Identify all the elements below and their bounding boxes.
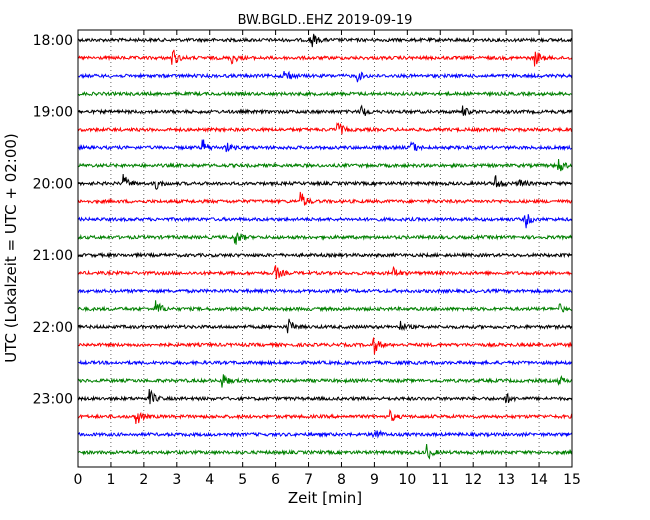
seismic-trace-1915 [77, 122, 573, 135]
seismic-trace-2230 [77, 359, 573, 367]
x-tick-label: 11 [431, 472, 449, 488]
y-axis-ticks: 18:00 19:00 20:00 21:00 22:00 23:00 [33, 33, 572, 408]
seismic-trace-2115 [77, 265, 573, 280]
x-tick-label: 9 [370, 472, 379, 488]
x-tick-label: 15 [563, 472, 581, 488]
x-tick-label: 14 [530, 472, 548, 488]
seismic-trace-2215 [77, 337, 573, 355]
x-tick-label: 0 [74, 472, 83, 488]
seismic-trace-2000 [77, 174, 573, 190]
seismic-traces [77, 33, 573, 460]
x-tick-label: 7 [304, 472, 313, 488]
y-tick-label: 21:00 [33, 248, 73, 264]
y-tick-label: 20:00 [33, 176, 73, 192]
seismic-trace-1815 [77, 49, 573, 67]
y-tick-label: 19:00 [33, 105, 73, 121]
x-tick-label: 10 [398, 472, 416, 488]
x-tick-label: 5 [238, 472, 247, 488]
seismic-trace-2100 [77, 251, 573, 259]
y-axis-label: UTC (Lokalzeit = UTC + 02:00) [2, 133, 20, 363]
seismic-trace-2345 [77, 443, 573, 460]
grid-lines [110, 30, 540, 467]
x-axis-ticks: 0 1 2 3 4 5 6 7 8 9 10 11 12 13 14 15 [74, 30, 581, 488]
y-tick-label: 22:00 [33, 320, 73, 336]
seismic-trace-2015 [77, 191, 573, 206]
seismic-trace-2145 [78, 300, 573, 313]
x-tick-label: 13 [497, 472, 515, 488]
seismic-trace-2330 [77, 429, 573, 439]
x-tick-label: 1 [106, 472, 115, 488]
seismic-trace-2030 [77, 214, 573, 229]
x-tick-label: 3 [172, 472, 181, 488]
x-tick-label: 12 [464, 472, 482, 488]
seismic-trace-1930 [77, 139, 573, 153]
x-tick-label: 2 [139, 472, 148, 488]
x-tick-label: 4 [205, 472, 214, 488]
x-tick-label: 8 [337, 472, 346, 488]
seismic-trace-1945 [77, 159, 573, 172]
plot-frame [77, 29, 573, 468]
x-tick-label: 6 [271, 472, 280, 488]
seismic-trace-2245 [77, 374, 573, 388]
seismic-trace-1845 [77, 90, 573, 98]
seismic-trace-2200 [77, 318, 573, 334]
seismic-trace-2130 [77, 287, 573, 295]
seismic-trace-2045 [77, 232, 573, 245]
seismic-trace-1800 [77, 33, 573, 48]
chart-title: BW.BGLD..EHZ 2019-09-19 [238, 13, 413, 28]
seismic-trace-2300 [77, 389, 573, 405]
seismic-trace-2315 [77, 409, 573, 425]
y-tick-label: 18:00 [33, 33, 73, 49]
x-axis-label: Zeit [min] [288, 489, 362, 507]
seismic-trace-1830 [77, 70, 573, 83]
y-tick-label: 23:00 [33, 392, 73, 408]
seismic-trace-1900 [77, 104, 573, 117]
